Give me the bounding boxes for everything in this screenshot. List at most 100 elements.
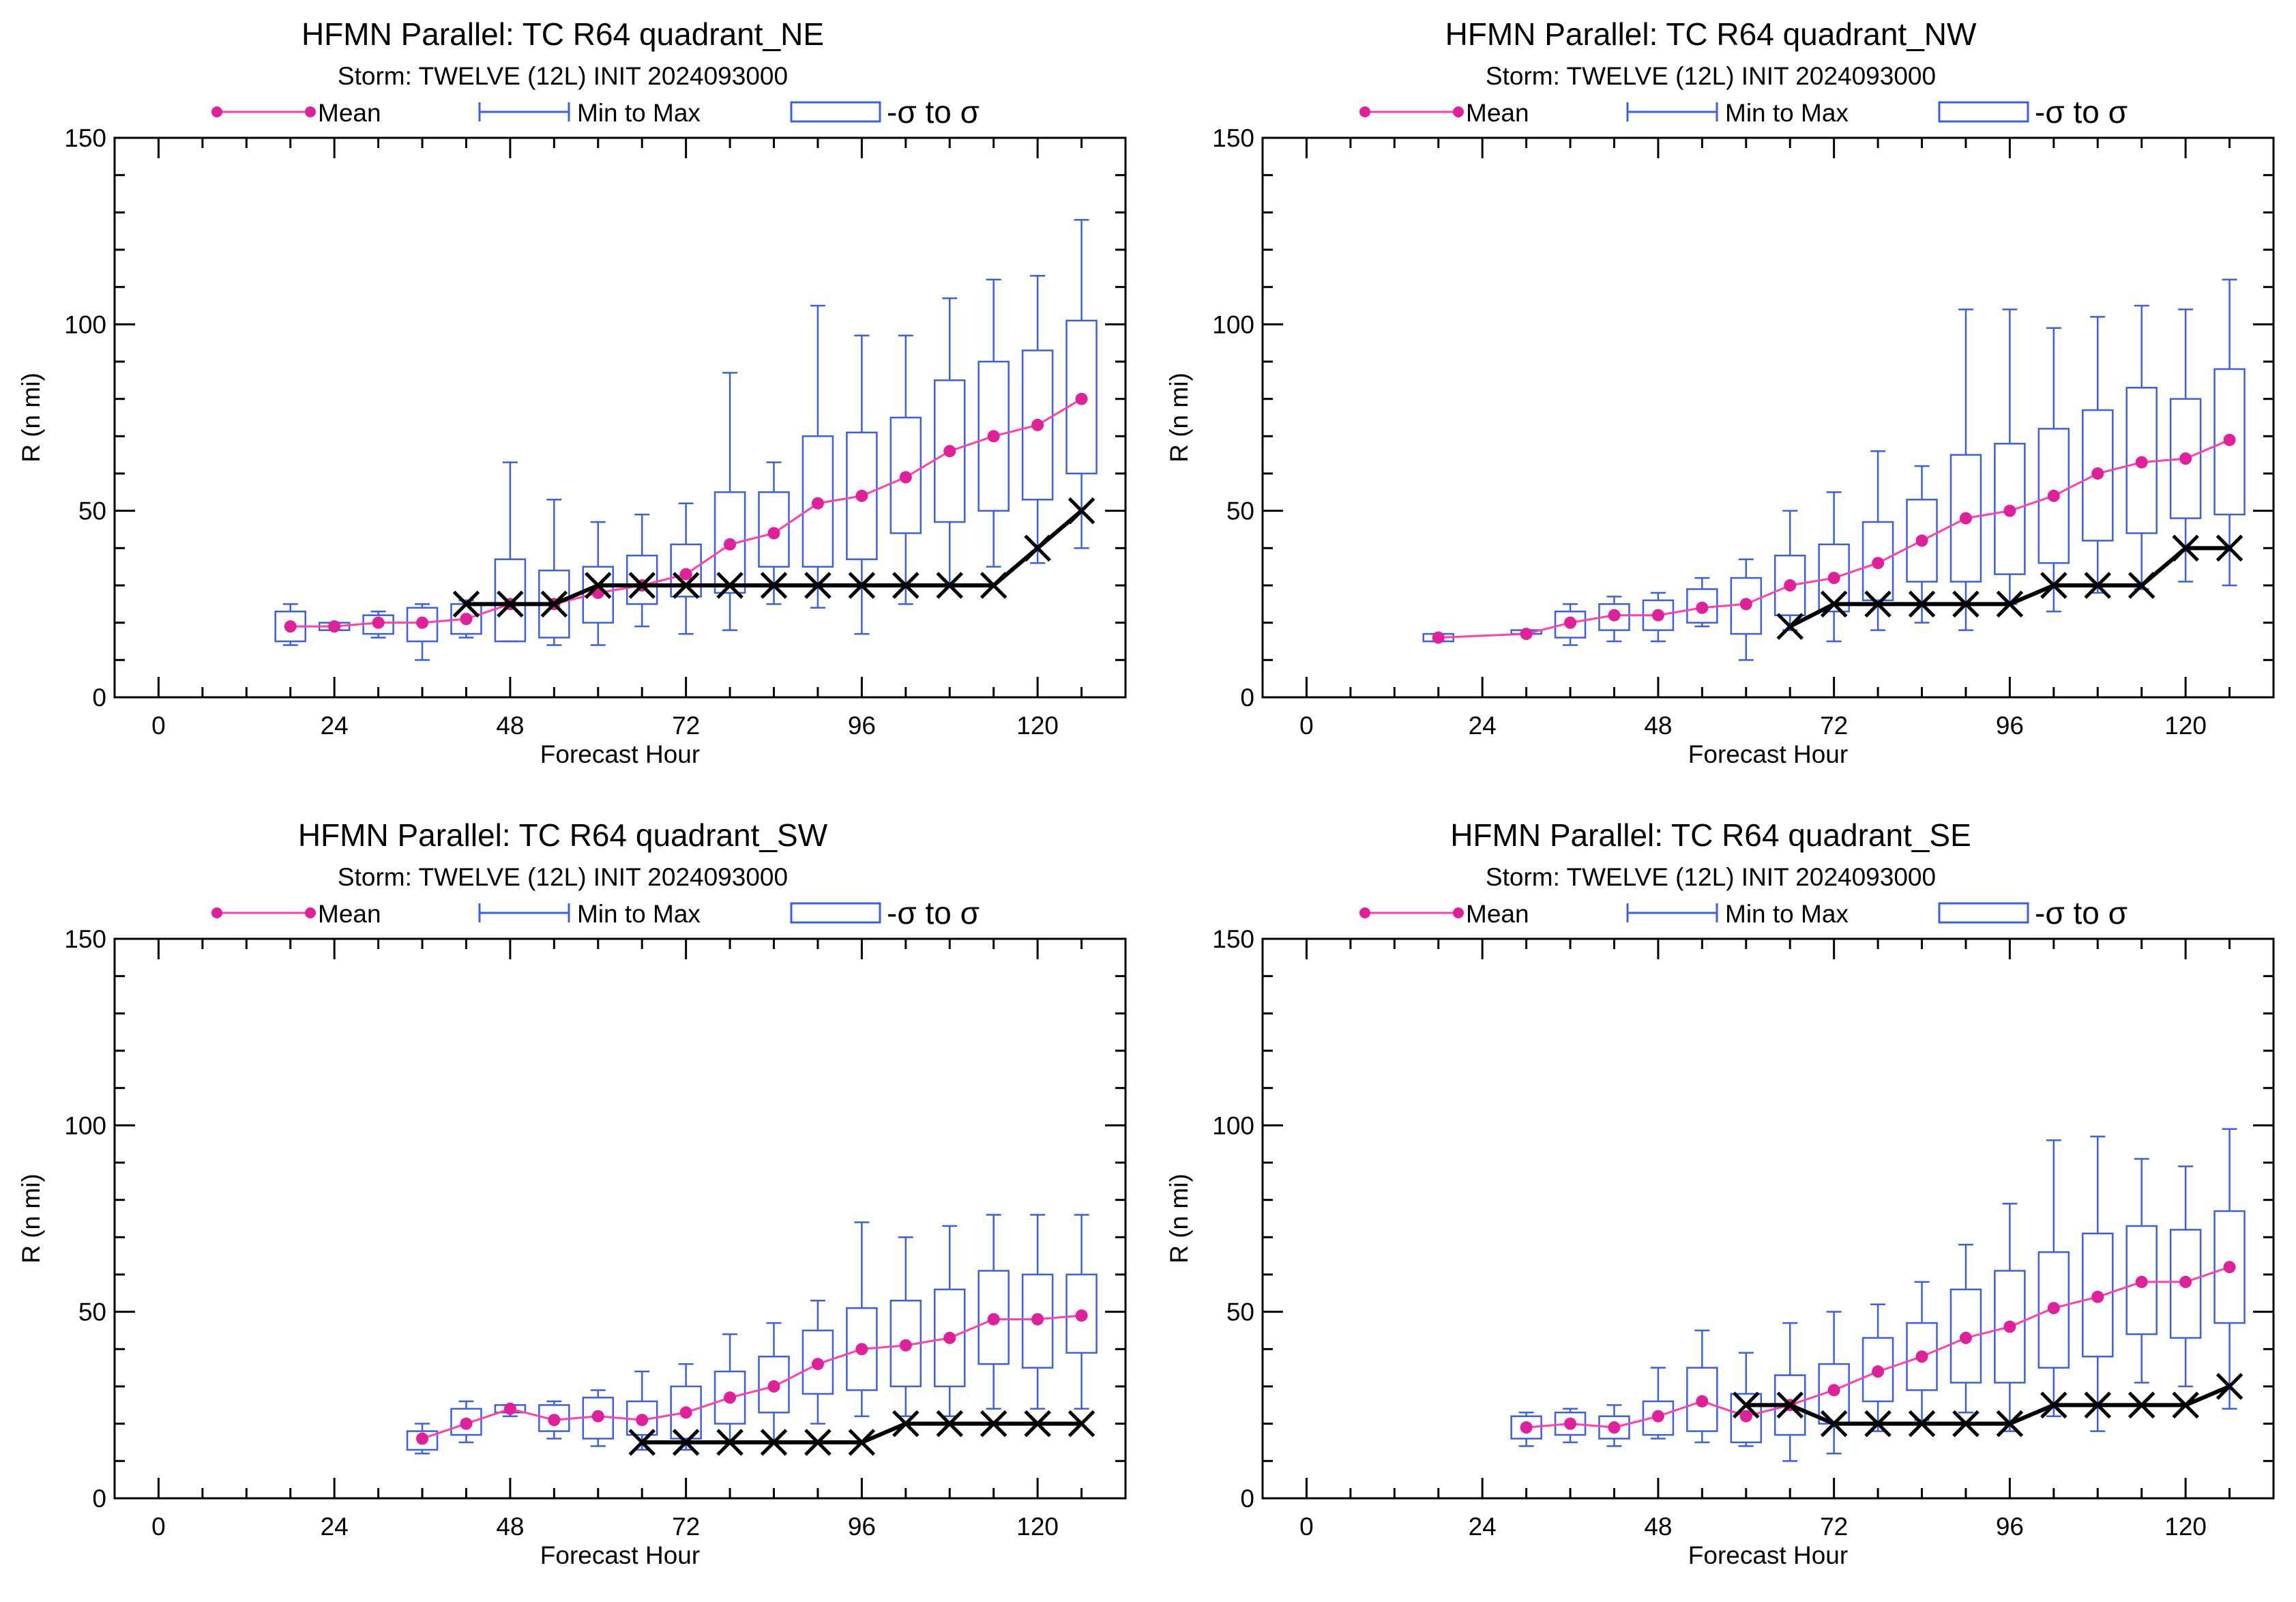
plot-area bbox=[113, 937, 1127, 1500]
best-track-marker bbox=[2128, 1391, 2155, 1419]
best-track-marker bbox=[672, 572, 700, 599]
sigma-box bbox=[758, 1356, 790, 1414]
chart-subtitle: Storm: TWELVE (12L) INIT 2024093000 bbox=[1486, 863, 1936, 891]
sigma-box bbox=[1949, 1288, 1982, 1384]
sigma-box bbox=[977, 360, 1010, 512]
legend-mean-marker bbox=[305, 106, 316, 117]
x-tick-label: 120 bbox=[2164, 1513, 2207, 1541]
y-tick-label: 150 bbox=[1212, 925, 1254, 953]
mean-point bbox=[855, 489, 868, 502]
x-tick-label: 72 bbox=[672, 1513, 700, 1541]
legend-mean-label: Mean bbox=[1466, 900, 1529, 928]
mean-point bbox=[2135, 456, 2148, 469]
x-tick-label: 96 bbox=[1996, 1513, 2024, 1541]
sigma-box bbox=[1861, 1337, 1894, 1403]
x-tick-label: 0 bbox=[1299, 712, 1314, 740]
best-track-marker bbox=[1820, 1410, 1848, 1438]
mean-point bbox=[1520, 628, 1533, 641]
legend-mean-marker bbox=[211, 907, 222, 918]
mean-point bbox=[1696, 601, 1709, 614]
best-track-marker bbox=[1820, 590, 1848, 618]
sigma-box bbox=[1949, 454, 1982, 583]
best-track-marker bbox=[1908, 590, 1936, 618]
mean-point bbox=[1872, 557, 1885, 570]
best-track-marker bbox=[1864, 590, 1892, 618]
sigma-box bbox=[2125, 1225, 2158, 1335]
legend-mean-marker bbox=[1359, 907, 1370, 918]
legend-sigma-box bbox=[790, 101, 881, 123]
sigma-box bbox=[1554, 1412, 1587, 1436]
mean-point bbox=[284, 620, 297, 633]
x-tick-label: 24 bbox=[321, 1513, 349, 1541]
sigma-box bbox=[2169, 398, 2202, 519]
mean-line bbox=[422, 1314, 1082, 1440]
best-track-marker bbox=[2040, 1391, 2067, 1419]
legend-mean-label: Mean bbox=[318, 900, 381, 928]
mean-point bbox=[2179, 452, 2192, 465]
mean-point bbox=[460, 613, 473, 626]
legend-sigma-label: -σ to σ bbox=[2035, 94, 2128, 130]
y-tick-label: 150 bbox=[1212, 124, 1254, 152]
best-track-marker bbox=[628, 1429, 656, 1456]
best-track-marker bbox=[2172, 1391, 2199, 1419]
best-track-marker bbox=[452, 590, 480, 618]
box-series bbox=[1422, 278, 2246, 661]
chart-title: HFMN Parallel: TC R64 quadrant_NW bbox=[1445, 16, 1977, 52]
best-track-marker bbox=[2084, 572, 2112, 599]
best-track-marker bbox=[936, 572, 964, 599]
x-tick-label: 96 bbox=[1996, 712, 2024, 740]
sigma-box bbox=[582, 566, 615, 624]
best-track-marker bbox=[892, 1410, 919, 1438]
legend-minmax-label: Min to Max bbox=[577, 99, 701, 127]
y-axis-label: R (n mi) bbox=[17, 1174, 45, 1264]
sigma-box bbox=[1554, 611, 1587, 639]
sigma-box bbox=[1818, 543, 1850, 613]
legend-sigma-label: -σ to σ bbox=[2035, 895, 2128, 931]
legend-minmax-label: Min to Max bbox=[1725, 900, 1849, 928]
mean-point bbox=[899, 1339, 912, 1352]
mean-point bbox=[548, 1414, 561, 1427]
legend-minmax-label: Min to Max bbox=[577, 900, 701, 928]
sigma-box bbox=[2213, 1210, 2246, 1324]
y-tick-label: 100 bbox=[64, 310, 106, 338]
mean-point bbox=[1432, 631, 1445, 644]
mean-point bbox=[724, 538, 737, 551]
mean-point bbox=[1959, 1331, 1972, 1344]
legend: Mean Min to Max -σ to σ bbox=[1359, 895, 2128, 931]
sigma-box bbox=[670, 1385, 702, 1440]
legend-minmax-label: Min to Max bbox=[1725, 99, 1849, 127]
mean-point bbox=[2003, 1320, 2016, 1333]
mean-point bbox=[1564, 616, 1577, 629]
mean-point bbox=[1651, 1410, 1664, 1423]
x-tick-label: 72 bbox=[672, 712, 700, 740]
sigma-box bbox=[1598, 1415, 1630, 1440]
mean-line bbox=[1438, 439, 2231, 639]
sigma-box bbox=[625, 555, 658, 605]
best-track-marker bbox=[672, 1429, 700, 1456]
mean-point bbox=[2223, 433, 2236, 446]
legend-mean-label: Mean bbox=[1466, 99, 1529, 127]
y-tick-label: 50 bbox=[78, 1298, 106, 1326]
x-tick-label: 120 bbox=[1016, 1513, 1059, 1541]
y-tick-label: 150 bbox=[64, 925, 106, 953]
sigma-box bbox=[406, 1430, 439, 1451]
mean-point bbox=[2047, 1302, 2060, 1315]
sigma-box bbox=[1730, 1393, 1763, 1444]
sigma-box bbox=[801, 1329, 834, 1395]
sigma-box bbox=[1686, 1367, 1718, 1432]
y-tick-label: 50 bbox=[1226, 497, 1254, 525]
legend-mean-marker bbox=[1453, 106, 1464, 117]
plot-area bbox=[113, 136, 1127, 699]
mean-point bbox=[724, 1391, 737, 1404]
y-tick-label: 150 bbox=[64, 124, 106, 152]
sigma-box bbox=[1021, 1273, 1054, 1369]
best-track-marker bbox=[716, 1429, 744, 1456]
x-tick-label: 24 bbox=[1469, 1513, 1497, 1541]
best-track-marker bbox=[848, 572, 876, 599]
best-track-marker bbox=[585, 572, 612, 599]
mean-point bbox=[679, 1406, 692, 1419]
best-track-marker bbox=[1776, 613, 1804, 640]
x-tick-label: 0 bbox=[1299, 1513, 1314, 1541]
chart-subtitle: Storm: TWELVE (12L) INIT 2024093000 bbox=[338, 62, 788, 90]
